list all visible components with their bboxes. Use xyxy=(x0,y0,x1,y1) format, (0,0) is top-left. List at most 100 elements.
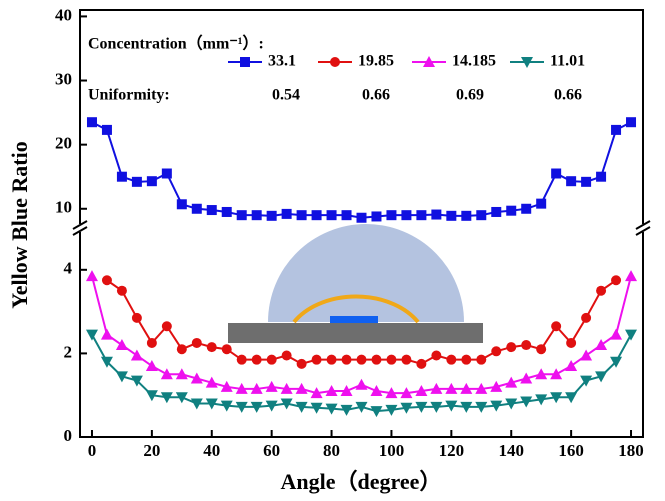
marker xyxy=(146,176,157,187)
legend-label: 11.01 xyxy=(550,53,585,70)
x-tick-label: 140 xyxy=(498,441,524,460)
marker xyxy=(280,382,293,394)
marker xyxy=(611,124,622,135)
uniformity-value: 0.66 xyxy=(554,87,582,104)
marker xyxy=(340,385,353,397)
plot-frame xyxy=(79,9,644,438)
marker xyxy=(356,212,367,223)
marker xyxy=(490,380,503,392)
marker xyxy=(281,208,292,219)
marker xyxy=(416,358,427,369)
marker xyxy=(191,337,202,348)
axis-break-gap xyxy=(637,224,649,232)
y-tick-label: 0 xyxy=(64,426,73,445)
marker xyxy=(581,176,592,187)
marker xyxy=(565,392,578,404)
marker xyxy=(236,210,247,221)
marker xyxy=(626,117,637,128)
marker xyxy=(326,354,337,365)
marker xyxy=(86,117,97,128)
x-tick-label: 0 xyxy=(88,441,97,460)
marker xyxy=(251,354,262,365)
marker xyxy=(596,171,607,182)
series-line xyxy=(91,121,632,219)
marker xyxy=(101,275,112,286)
marker xyxy=(325,403,338,415)
marker xyxy=(160,392,173,404)
marker xyxy=(491,206,502,217)
marker xyxy=(295,382,308,394)
x-tick-label: 160 xyxy=(558,441,584,460)
marker xyxy=(145,359,158,371)
uniformity-value: 0.54 xyxy=(272,87,300,104)
marker xyxy=(535,394,548,406)
marker xyxy=(191,203,202,214)
marker xyxy=(251,210,262,221)
marker xyxy=(611,275,622,286)
marker xyxy=(460,401,473,413)
marker xyxy=(445,400,458,412)
x-tick-label: 40 xyxy=(203,441,220,460)
marker xyxy=(625,329,638,341)
marker xyxy=(521,57,533,68)
x-tick-label: 60 xyxy=(263,441,280,460)
marker xyxy=(610,356,623,368)
marker xyxy=(385,387,398,399)
legend-label: 19.85 xyxy=(358,53,394,70)
marker xyxy=(175,368,188,380)
marker xyxy=(116,285,127,296)
marker xyxy=(401,354,412,365)
marker xyxy=(371,354,382,365)
marker xyxy=(281,350,292,361)
marker xyxy=(595,371,608,383)
marker xyxy=(355,401,368,413)
marker xyxy=(536,344,547,355)
marker xyxy=(385,404,398,416)
marker xyxy=(235,401,248,413)
marker xyxy=(505,376,518,388)
marker xyxy=(430,401,443,413)
marker xyxy=(310,387,323,399)
axis-break-gap xyxy=(74,224,86,232)
marker xyxy=(550,392,563,404)
axis-break-mark xyxy=(72,220,88,230)
marker xyxy=(146,337,157,348)
y-tick-label: 2 xyxy=(64,342,73,361)
y-tick-label: 10 xyxy=(55,198,72,217)
y-tick-label: 30 xyxy=(55,69,72,88)
marker xyxy=(505,398,518,410)
marker xyxy=(370,406,383,418)
marker xyxy=(386,354,397,365)
marker xyxy=(190,372,203,384)
marker xyxy=(176,344,187,355)
marker xyxy=(550,368,563,380)
marker xyxy=(445,382,458,394)
marker xyxy=(161,168,172,179)
marker xyxy=(235,382,248,394)
marker xyxy=(355,378,368,390)
legend-label: 14.185 xyxy=(452,53,496,70)
marker xyxy=(535,368,548,380)
marker xyxy=(386,210,397,221)
axis-break-mark xyxy=(635,220,651,230)
series-line xyxy=(91,334,632,413)
marker xyxy=(130,349,143,361)
marker xyxy=(430,382,443,394)
marker xyxy=(400,387,413,399)
y-axis-label: Yellow Blue Ratio xyxy=(7,141,32,308)
marker xyxy=(460,382,473,394)
marker xyxy=(341,210,352,221)
marker xyxy=(145,390,158,402)
marker xyxy=(401,210,412,221)
marker xyxy=(461,210,472,221)
marker xyxy=(356,354,367,365)
marker xyxy=(330,57,340,67)
marker xyxy=(551,321,562,332)
uniformity-value: 0.66 xyxy=(362,87,390,104)
marker xyxy=(446,354,457,365)
uniformity-value: 0.69 xyxy=(456,87,484,104)
marker xyxy=(625,270,638,282)
axis-break-mark xyxy=(635,226,651,236)
marker xyxy=(536,198,547,209)
marker xyxy=(566,337,577,348)
